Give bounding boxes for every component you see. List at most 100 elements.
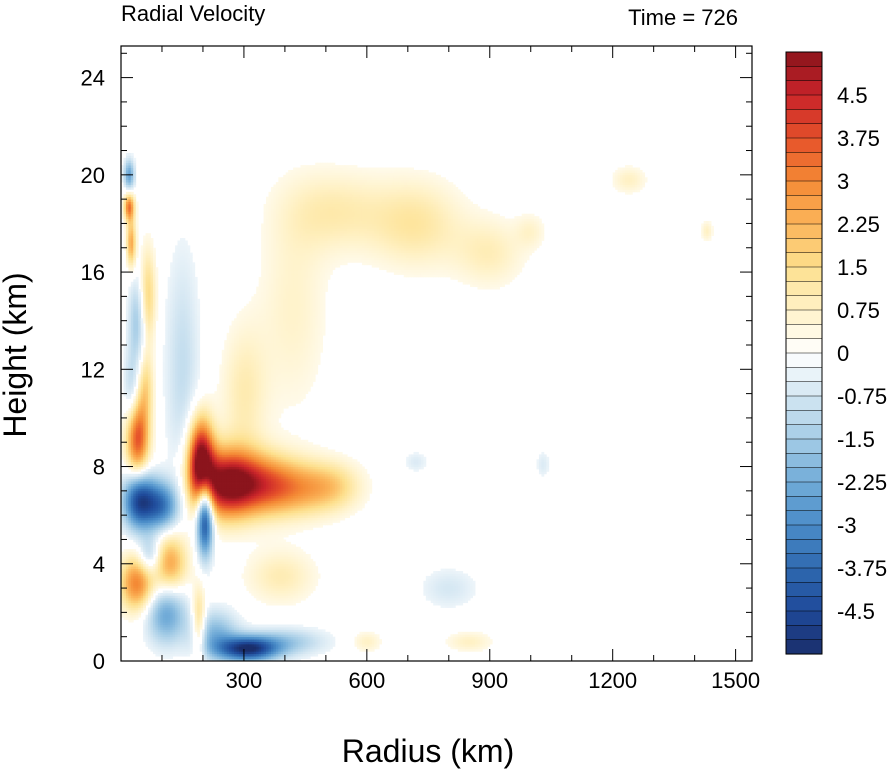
heatmap-cell [162, 483, 166, 487]
heatmap-cell [125, 223, 129, 227]
heatmap-cell [177, 330, 181, 334]
heatmap-cell [157, 534, 161, 538]
heatmap-cell [128, 444, 132, 448]
heatmap-cell [133, 488, 137, 492]
heatmap-cell [170, 461, 174, 465]
heatmap-cell [172, 605, 176, 608]
heatmap-cell [125, 357, 129, 360]
heatmap-cell [182, 366, 186, 370]
heatmap-cell [160, 505, 164, 509]
heatmap-cell [133, 434, 137, 438]
heatmap-cell [187, 643, 191, 647]
heatmap-cell [192, 600, 196, 604]
heatmap-cell [194, 605, 198, 608]
heatmap-cell [189, 337, 193, 341]
heatmap-cell [172, 252, 176, 256]
heatmap-cell [125, 160, 129, 164]
heatmap-cell [162, 561, 166, 565]
heatmap-cell [172, 583, 176, 587]
heatmap-cell [145, 269, 149, 273]
heatmap-cell [138, 505, 142, 509]
heatmap-cell [130, 216, 134, 219]
heatmap-cell [189, 427, 193, 431]
heatmap-cell [192, 473, 196, 477]
heatmap-cell [177, 539, 181, 543]
heatmap-cell [180, 383, 183, 387]
heatmap-cell [204, 505, 208, 509]
heatmap-cell [130, 383, 134, 387]
heatmap-cell [189, 648, 193, 652]
heatmap-cell [192, 444, 196, 448]
heatmap-cell [175, 262, 178, 266]
heatmap-cell [121, 199, 124, 202]
heatmap-cell [162, 517, 166, 521]
heatmap-cell [130, 430, 134, 433]
heatmap-cell [148, 396, 151, 399]
heatmap-cell [189, 391, 193, 395]
heatmap-cell [172, 447, 176, 450]
heatmap-cell [145, 332, 149, 336]
heatmap-cell [145, 362, 149, 365]
heatmap-cell [184, 434, 188, 438]
heatmap-cell [160, 512, 164, 516]
heatmap-cell [187, 388, 191, 392]
heatmap-cell [187, 578, 191, 582]
heatmap-cell [189, 379, 193, 382]
heatmap-cell [189, 381, 193, 385]
heatmap-cell [189, 262, 193, 266]
heatmap-cell [165, 629, 169, 633]
heatmap-cell [150, 281, 154, 285]
heatmap-cell [128, 517, 132, 521]
heatmap-cell [184, 354, 188, 358]
heatmap-cell [135, 413, 139, 416]
heatmap-cell [170, 639, 174, 642]
heatmap-cell [123, 529, 127, 533]
heatmap-cell [207, 612, 210, 616]
heatmap-cell [152, 624, 156, 628]
heatmap-cell [155, 298, 159, 302]
heatmap-cell [157, 473, 161, 477]
heatmap-cell [194, 500, 198, 504]
heatmap-cell [172, 653, 176, 657]
heatmap-cell [135, 430, 139, 433]
heatmap-cell [162, 558, 166, 562]
heatmap-cell [155, 515, 159, 518]
heatmap-cell [184, 619, 188, 623]
heatmap-cell [145, 391, 149, 395]
heatmap-cell [133, 563, 137, 567]
heatmap-cell [140, 485, 144, 489]
heatmap-cell [130, 605, 134, 608]
heatmap-cell [187, 602, 191, 606]
heatmap-cell [177, 619, 181, 623]
heatmap-cell [197, 529, 201, 533]
heatmap-cell [145, 595, 149, 599]
heatmap-cell [187, 342, 191, 346]
heatmap-cell [152, 386, 156, 390]
heatmap-cell [140, 439, 144, 443]
heatmap-cell [130, 478, 134, 482]
heatmap-cell [192, 330, 196, 334]
heatmap-cell [187, 425, 191, 429]
heatmap-cell [148, 517, 151, 521]
heatmap-cell [130, 369, 134, 373]
heatmap-cell [180, 434, 183, 438]
heatmap-cell [145, 473, 149, 477]
heatmap-cell [197, 520, 201, 523]
heatmap-cell [211, 631, 215, 635]
heatmap-cell [187, 366, 191, 370]
heatmap-cell [211, 459, 215, 463]
heatmap-cell [143, 252, 146, 256]
heatmap-cell [207, 495, 210, 499]
heatmap-cell [155, 269, 159, 273]
heatmap-cell [197, 403, 201, 407]
heatmap-cell [152, 522, 156, 526]
heatmap-cell [175, 500, 178, 504]
heatmap-cell [130, 157, 134, 161]
heatmap-cell [182, 257, 186, 261]
heatmap-cell [189, 444, 193, 448]
heatmap-cell [133, 527, 137, 531]
heatmap-cell [128, 434, 132, 438]
heatmap-cell [125, 527, 129, 531]
heatmap-cell [160, 473, 164, 477]
heatmap-cell [204, 532, 208, 535]
